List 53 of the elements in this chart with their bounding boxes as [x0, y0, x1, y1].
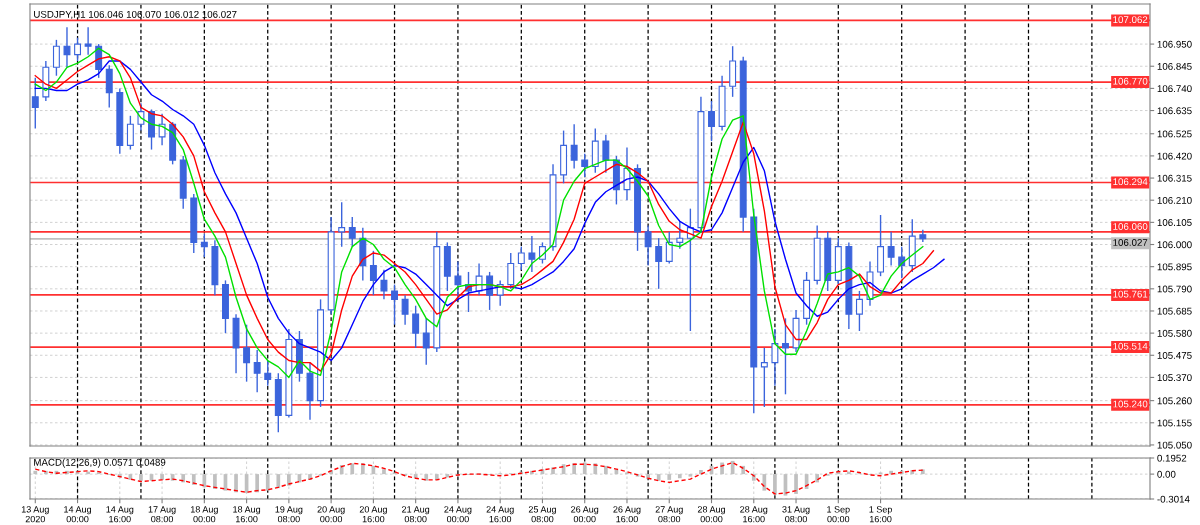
y-tick-label: 105.050: [1157, 441, 1192, 449]
x-tick-label: 1 Sep 00:00: [827, 506, 850, 523]
x-tick-label: 18 Aug 16:00: [233, 506, 261, 523]
y-tick-label: 105.370: [1157, 374, 1192, 382]
y-tick-label: 106.525: [1157, 130, 1192, 138]
x-tick-label: 14 Aug 16:00: [106, 506, 134, 523]
ref-line-label: 107.062: [1113, 16, 1148, 24]
x-tick-label: 1 Sep 16:00: [869, 506, 892, 523]
y-tick-label: 105.155: [1157, 419, 1192, 427]
ref-line-label: 106.060: [1113, 223, 1148, 230]
y-tick-label: 106.315: [1157, 174, 1192, 182]
x-tick-label: 24 Aug 00:00: [444, 506, 472, 523]
ref-line-label: 106.770: [1113, 77, 1148, 85]
x-tick-label: 17 Aug 08:00: [148, 506, 176, 523]
x-tick-label: 28 Aug 00:00: [697, 506, 725, 523]
y-tick-label: 105.580: [1157, 329, 1192, 337]
y-tick-label: 105.895: [1157, 263, 1192, 271]
ref-line-label: 105.240: [1113, 400, 1148, 408]
y-tick-label: 106.420: [1157, 152, 1192, 160]
x-tick-label: 25 Aug 08:00: [528, 506, 556, 523]
ref-line-label: 106.294: [1113, 178, 1148, 186]
y-tick-label: 106.210: [1157, 196, 1192, 204]
x-tick-label: 28 Aug 16:00: [740, 506, 768, 523]
y-tick-label: 106.845: [1157, 62, 1192, 70]
y-tick-label: 105.790: [1157, 285, 1192, 293]
ref-line-label: 105.761: [1113, 290, 1148, 298]
x-tick-label: 26 Aug 00:00: [571, 506, 599, 523]
y-tick-label: 106.105: [1157, 219, 1192, 226]
text: USDJPY,H1 106.046 106.070 106.012 106.027: [34, 10, 237, 19]
x-tick-label: 14 Aug 00:00: [64, 506, 92, 523]
y-tick-label: 0.00: [1157, 470, 1176, 478]
y-tick-label: 106.000: [1157, 241, 1192, 249]
x-tick-label: 31 Aug 08:00: [782, 506, 810, 523]
y-tick-label: 106.740: [1157, 85, 1192, 93]
x-tick-label: 18 Aug 00:00: [190, 506, 218, 523]
y-tick-label: 105.685: [1157, 307, 1192, 315]
x-tick-label: 24 Aug 16:00: [486, 506, 514, 523]
y-tick-label: 106.950: [1157, 40, 1192, 48]
y-tick-label: 105.260: [1157, 397, 1192, 405]
chart-title: MACD(12,26,9) 0.0571 0.0489: [34, 458, 166, 468]
x-tick-label: 20 Aug 00:00: [317, 506, 345, 523]
y-tick-label: -0.3014: [1157, 495, 1190, 503]
x-tick-label: 26 Aug 16:00: [613, 506, 641, 523]
x-tick-label: 21 Aug 08:00: [402, 506, 430, 523]
x-tick-label: 27 Aug 08:00: [655, 506, 683, 523]
ref-line-label: 105.514: [1113, 342, 1148, 350]
y-tick-label: 0.1952: [1157, 454, 1187, 462]
x-tick-label: 13 Aug 2020: [21, 506, 49, 523]
x-tick-label: 19 Aug 08:00: [275, 506, 303, 523]
y-tick-label: 105.475: [1157, 352, 1192, 359]
x-tick-label: 20 Aug 16:00: [359, 506, 387, 523]
ref-line-label: 106.027: [1113, 239, 1148, 246]
y-tick-label: 106.635: [1157, 107, 1192, 115]
